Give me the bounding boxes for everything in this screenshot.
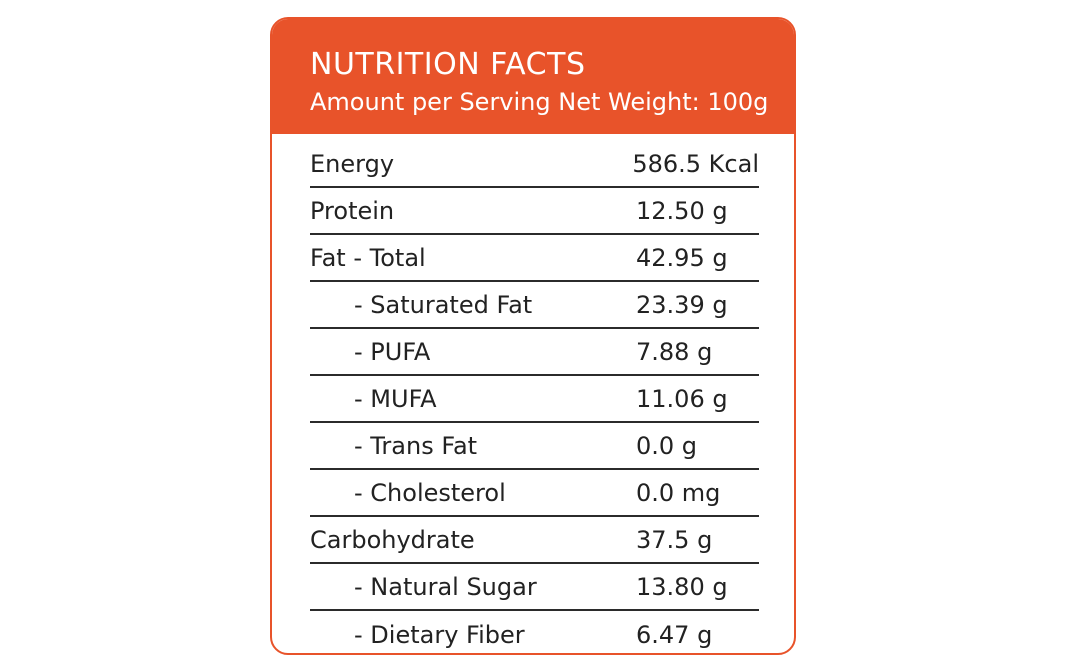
nutrient-value: 586.5 Kcal [632,149,759,178]
nutrient-label: Carbohydrate [310,525,475,554]
nutrient-row-natural-sugar: - Natural Sugar 13.80 g [310,564,759,611]
nutrient-row-saturated-fat: - Saturated Fat 23.39 g [310,282,759,329]
nutrient-row-pufa: - PUFA 7.88 g [310,329,759,376]
nutrient-row-mufa: - MUFA 11.06 g [310,376,759,423]
nutrition-title: NUTRITION FACTS [310,47,586,82]
nutrient-row-dietary-fiber: - Dietary Fiber 6.47 g [310,611,759,653]
nutrition-header: NUTRITION FACTS Amount per Serving Net W… [272,19,794,134]
nutrient-label: - MUFA [354,384,437,413]
nutrient-value: 37.5 g [636,525,713,554]
nutrient-label: - PUFA [354,337,431,366]
nutrient-row-fat-total: Fat - Total 42.95 g [310,235,759,282]
nutrient-row-protein: Protein 12.50 g [310,188,759,235]
nutrient-row-carbohydrate: Carbohydrate 37.5 g [310,517,759,564]
nutrient-value: 23.39 g [636,290,728,319]
nutrient-label: - Trans Fat [354,431,478,460]
nutrient-value: 42.95 g [636,243,728,272]
nutrient-row-cholesterol: - Cholesterol 0.0 mg [310,470,759,517]
nutrient-value: 7.88 g [636,337,713,366]
nutrient-value: 12.50 g [636,196,728,225]
nutrient-value: 11.06 g [636,384,728,413]
nutrient-value: 0.0 mg [636,478,721,507]
nutrient-label: - Dietary Fiber [354,620,525,649]
nutrition-facts-card: NUTRITION FACTS Amount per Serving Net W… [270,17,796,655]
nutrient-value: 13.80 g [636,572,728,601]
nutrient-row-trans-fat: - Trans Fat 0.0 g [310,423,759,470]
nutrient-row-energy: Energy 586.5 Kcal [310,141,759,188]
nutrient-label: Energy [310,149,395,178]
nutrient-label: - Cholesterol [354,478,506,507]
nutrient-value: 0.0 g [636,431,698,460]
nutrient-label: Fat - Total [310,243,426,272]
nutrient-label: Protein [310,196,395,225]
serving-subtitle: Amount per Serving Net Weight: 100g [310,88,769,116]
nutrient-label: - Saturated Fat [354,290,533,319]
nutrient-value: 6.47 g [636,620,713,649]
nutrition-rows: Energy 586.5 Kcal Protein 12.50 g Fat - … [310,141,759,653]
nutrient-label: - Natural Sugar [354,572,537,601]
